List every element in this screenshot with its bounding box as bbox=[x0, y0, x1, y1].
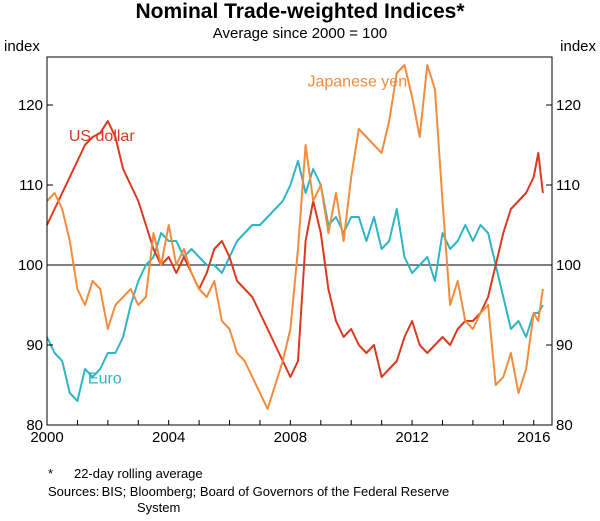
y-tick-label-right: 110 bbox=[556, 177, 580, 194]
footnote: * 22-day rolling average bbox=[48, 466, 203, 481]
plot-frame bbox=[46, 56, 553, 426]
sources-line-2: System bbox=[137, 500, 181, 515]
footnote-text: 22-day rolling average bbox=[74, 466, 203, 481]
footnote-mark: * bbox=[48, 466, 54, 481]
chart-svg: 80 80 90 90 100 100 110 110 120 120 2000 2004 2008 20… bbox=[4, 38, 597, 446]
x-tick-label: 2016 bbox=[517, 429, 550, 446]
sources: Sources: BIS; Bloomberg; Board of Govern… bbox=[48, 484, 568, 516]
series-label-euro: Euro bbox=[88, 370, 122, 387]
y-tick-label-left: 80 bbox=[26, 417, 43, 434]
series-label-us-dollar: US dollar bbox=[69, 128, 135, 145]
series-line-japanese-yen bbox=[46, 64, 544, 410]
y-axis-label-left: index bbox=[4, 38, 40, 55]
series-label-japanese-yen: Japanese yen bbox=[307, 74, 407, 91]
y-axis-label-right: index bbox=[560, 38, 596, 55]
y-tick-label-right: 90 bbox=[556, 337, 573, 354]
x-tick-label: 2000 bbox=[30, 429, 63, 446]
sources-line-1: BIS; Bloomberg; Board of Governors of th… bbox=[101, 484, 450, 499]
sources-label: Sources: bbox=[48, 484, 100, 499]
chart-title: Nominal Trade-weighted Indices* bbox=[135, 0, 465, 23]
y-tick-label-left: 90 bbox=[26, 337, 43, 354]
y-tick-label-right: 80 bbox=[556, 417, 573, 434]
y-tick-label-left: 100 bbox=[18, 257, 43, 274]
x-tick-label: 2004 bbox=[152, 429, 185, 446]
y-tick-label-left: 110 bbox=[19, 177, 43, 194]
series-line-euro bbox=[46, 160, 544, 402]
y-tick-label-right: 120 bbox=[556, 97, 581, 114]
series-layer bbox=[46, 64, 544, 410]
x-tick-label: 2012 bbox=[395, 429, 428, 446]
label-layer: 80 80 90 90 100 100 110 110 120 120 2000 2004 2008 20… bbox=[4, 38, 597, 446]
y-tick-label-right: 100 bbox=[556, 257, 581, 274]
axis-layer bbox=[46, 56, 553, 426]
x-tick-label: 2008 bbox=[274, 429, 307, 446]
chart-subtitle: Average since 2000 = 100 bbox=[212, 25, 388, 42]
y-tick-label-left: 120 bbox=[18, 97, 43, 114]
